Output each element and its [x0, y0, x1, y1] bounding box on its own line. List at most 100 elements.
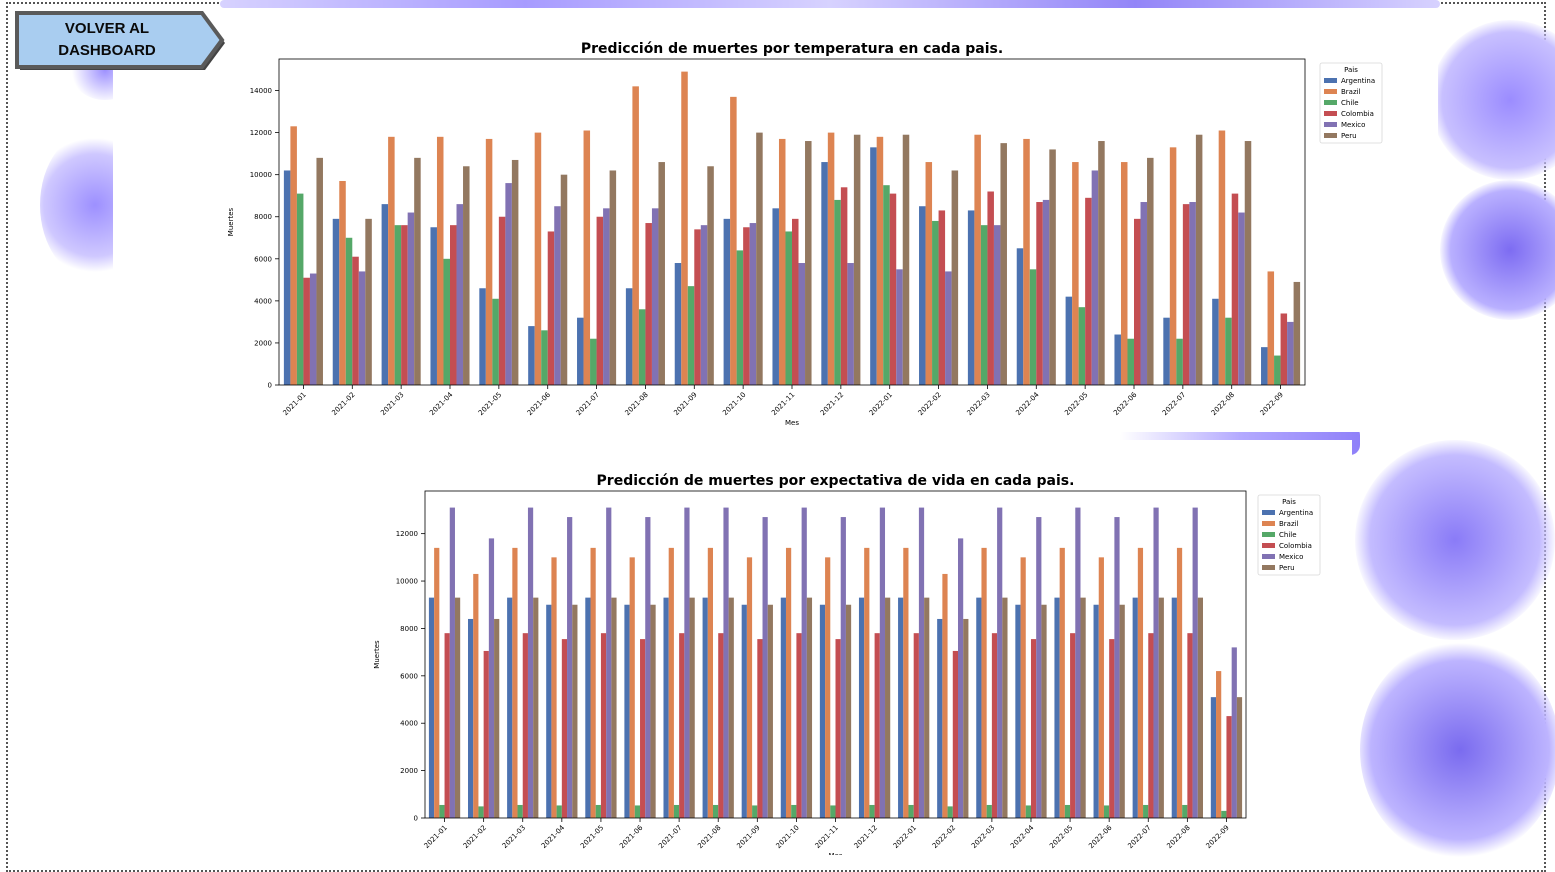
bar — [743, 227, 750, 385]
bar — [980, 225, 988, 385]
bar — [913, 633, 919, 818]
bar — [1231, 193, 1239, 385]
bar — [805, 141, 812, 385]
bar — [908, 804, 914, 818]
bar — [303, 277, 310, 385]
bar — [778, 138, 786, 385]
bar — [942, 573, 948, 818]
y-tick-label: 0 — [414, 815, 418, 823]
bar — [830, 805, 836, 818]
y-tick-label: 2000 — [400, 767, 418, 775]
bar — [1025, 805, 1031, 818]
bar — [1065, 296, 1073, 385]
bar — [951, 170, 959, 385]
bar — [730, 96, 737, 385]
bar — [974, 134, 981, 385]
bar — [1189, 202, 1196, 385]
bar — [479, 288, 486, 385]
bar — [436, 136, 444, 385]
bar — [388, 136, 395, 385]
bar — [1158, 597, 1164, 818]
bar — [505, 183, 512, 385]
bar — [1000, 143, 1007, 385]
chart-title: Predicción de muertes por temperatura en… — [581, 41, 1003, 57]
bar — [547, 231, 555, 385]
bar — [498, 216, 506, 385]
bar — [1238, 212, 1245, 385]
bar — [932, 220, 939, 385]
bar — [1261, 347, 1268, 385]
legend-label: Colombia — [1341, 110, 1374, 118]
bar — [640, 639, 646, 818]
bar — [468, 618, 474, 818]
bar — [1041, 604, 1047, 818]
legend-swatch — [1324, 89, 1337, 94]
bar — [1030, 639, 1037, 818]
legend-label: Brazil — [1341, 88, 1361, 96]
bar — [736, 250, 744, 385]
legend-swatch — [1324, 78, 1337, 83]
bar — [528, 326, 535, 385]
bar — [1176, 338, 1183, 385]
bar — [522, 633, 528, 818]
bar — [835, 639, 841, 818]
bar — [309, 273, 317, 385]
bar — [407, 212, 415, 385]
x-tick-label: 2021-02 — [462, 824, 488, 850]
bar — [512, 547, 518, 818]
y-tick-label: 6000 — [400, 672, 418, 680]
bar — [527, 507, 534, 818]
bar — [590, 338, 597, 385]
bar — [638, 309, 646, 385]
y-tick-label: 12000 — [396, 530, 418, 538]
bar — [365, 218, 372, 385]
bar — [987, 191, 994, 385]
bar — [611, 597, 617, 818]
bar — [749, 223, 757, 385]
bar — [1195, 134, 1203, 385]
arrow-shape-icon — [15, 11, 225, 70]
bar — [864, 547, 870, 818]
bar — [847, 263, 854, 385]
legend-swatch — [1324, 122, 1337, 127]
y-tick-label: 8000 — [400, 625, 418, 633]
bar — [1244, 141, 1252, 385]
bar — [507, 597, 513, 818]
bar — [918, 507, 925, 818]
bar — [898, 597, 904, 818]
bar — [561, 639, 568, 818]
bar — [454, 597, 461, 818]
bar — [707, 547, 714, 818]
y-tick-label: 4000 — [254, 297, 272, 305]
x-tick-label: 2021-11 — [814, 824, 840, 850]
bar — [572, 604, 578, 818]
bar — [723, 507, 729, 818]
bar — [757, 639, 763, 818]
back-button-label: VOLVER AL DASHBOARD — [14, 18, 200, 62]
bar — [986, 804, 992, 818]
bar — [827, 132, 835, 385]
bar — [1221, 810, 1227, 818]
back-to-dashboard-button[interactable]: VOLVER AL DASHBOARD — [14, 10, 226, 70]
bar — [1163, 317, 1170, 385]
y-tick-label: 10000 — [396, 578, 418, 586]
bar — [762, 517, 768, 818]
bar — [1103, 805, 1110, 818]
bar — [449, 507, 455, 818]
bar — [554, 206, 561, 385]
bar — [345, 237, 353, 385]
legend-swatch — [1262, 521, 1275, 526]
bar — [1216, 671, 1222, 818]
bar — [434, 547, 440, 818]
bar — [478, 806, 484, 818]
bar — [645, 517, 651, 818]
bar — [991, 633, 998, 818]
bar — [858, 597, 865, 818]
bar — [632, 86, 639, 386]
bar — [963, 618, 969, 818]
bar — [1171, 597, 1177, 818]
bar — [1036, 202, 1043, 385]
bar — [1280, 313, 1288, 385]
bar — [583, 130, 591, 385]
bar — [957, 538, 964, 818]
